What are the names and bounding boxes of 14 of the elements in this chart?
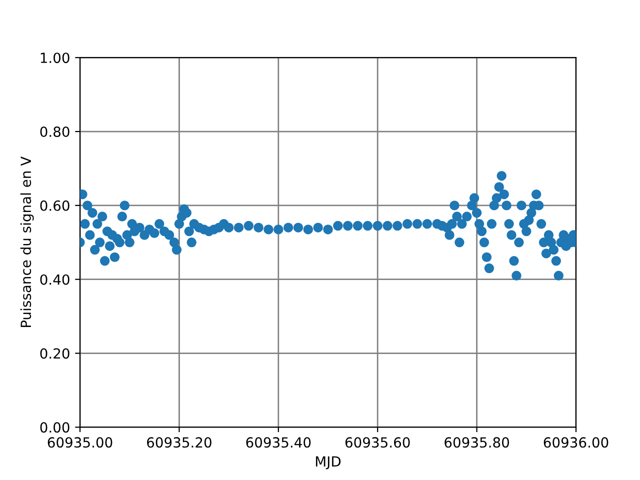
y-tick-label: 1.00 — [40, 52, 70, 64]
x-axis-title: MJD — [316, 456, 341, 470]
y-tick-label: 0.40 — [40, 274, 70, 285]
x-tick-label: 60935.20 — [147, 437, 212, 448]
y-tick-label: 0.20 — [40, 348, 70, 359]
x-tick-label: 60935.00 — [48, 437, 112, 448]
y-tick-label: 0.60 — [40, 200, 70, 211]
x-tick-label: 60935.60 — [345, 437, 410, 448]
x-tick-label: 60936.00 — [544, 437, 608, 448]
y-axis-title: Puissance du signal en V — [20, 156, 34, 328]
y-tick-label: 0.80 — [40, 126, 70, 137]
y-tick-label: 0.00 — [40, 422, 70, 433]
x-tick-label: 60935.80 — [444, 437, 510, 448]
x-tick-label: 60935.40 — [246, 437, 311, 448]
